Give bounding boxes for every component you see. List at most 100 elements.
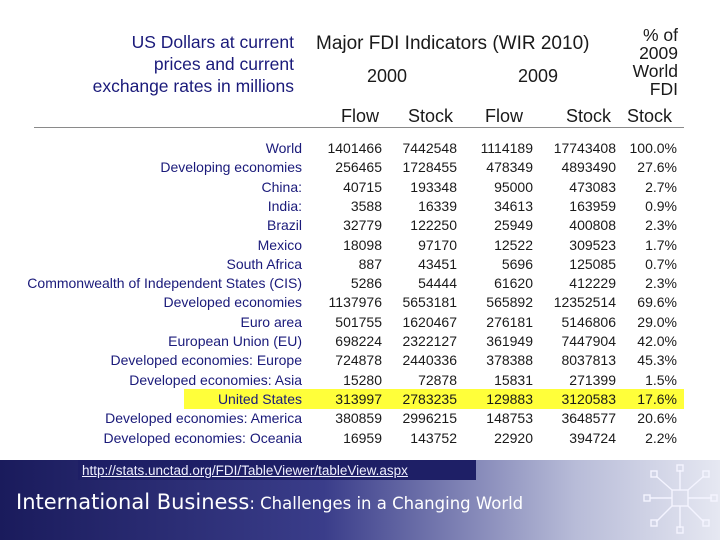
table-row: Developed economies: Oceania 16959 143752 2… [0,429,720,448]
cell-s2009: 3120583 [561,390,616,407]
row-label: Developed economies [163,294,302,311]
cell-s2000: 54444 [418,275,457,292]
cell-f2009: 95000 [494,178,533,195]
course-title-main: International Business [16,490,250,514]
cell-s2000: 7442548 [402,140,457,156]
cell-pct: 1.7% [645,236,677,253]
cell-f2000: 1401466 [327,140,382,156]
cell-pct: 27.6% [637,159,677,176]
cell-f2009: 61620 [494,275,533,292]
table-row: Developed economies: America 380859 299621… [0,409,720,428]
cell-pct: 20.6% [637,410,677,427]
table-row: Brazil 32779 122250 25949 400808 2.3% [0,216,720,235]
units-line: exchange rates in millions [92,76,294,96]
cell-f2009: 22920 [494,429,533,446]
table-row: Euro area 501755 1620467 276181 5146806 29.0% [0,313,720,332]
cell-s2000: 122250 [410,217,457,234]
cell-s2000: 143752 [410,429,457,446]
units-note: US Dollars at current prices and current… [0,31,294,97]
course-title: International Business: Challenges in a … [16,490,523,514]
cell-pct: 100.0% [629,140,677,156]
cell-pct: 0.7% [645,255,677,272]
url-background [78,460,476,480]
cell-s2009: 17743408 [553,140,616,156]
table-row: World 1401466 7442548 1114189 17743408 100.0% [0,139,720,158]
pct-header-line: FDI [649,79,678,99]
cell-pct: 0.9% [645,197,677,214]
row-label: Mexico [257,236,302,253]
cell-s2000: 5653181 [402,294,457,311]
cell-f2000: 887 [358,255,382,272]
stock-2009-header: Stock [566,106,612,126]
cell-f2009: 478349 [486,159,533,176]
cell-f2000: 724878 [335,352,382,369]
cell-f2009: 378388 [486,352,533,369]
row-label: Brazil [266,217,302,234]
cell-s2000: 43451 [418,255,457,272]
cell-f2009: 129883 [486,390,533,407]
units-line: US Dollars at current [131,32,294,52]
table-row: India: 3588 16339 34613 163959 0.9% [0,197,720,216]
cell-f2000: 32779 [343,217,382,234]
cell-pct: 42.0% [637,333,677,349]
cell-f2000: 256465 [335,159,382,176]
course-title-sub: : Challenges in a Changing World [249,494,524,513]
cell-s2009: 3648577 [561,410,616,427]
cell-s2009: 394724 [569,429,616,446]
cell-s2009: 309523 [569,236,616,253]
cell-pct: 69.6% [637,294,677,311]
cell-s2009: 271399 [569,371,616,388]
table-row: United States 313997 2783235 129883 3120583 1… [0,390,720,409]
table-row: Mexico 18098 97170 12522 309523 1.7% [0,236,720,255]
table-row: Developed economies 1137976 5653181 565892 1… [0,293,720,312]
cell-s2000: 193348 [410,178,457,195]
cell-s2009: 163959 [569,197,616,214]
source-link[interactable]: http://stats.unctad.org/FDI/TableViewer/… [82,463,408,478]
row-label: World [265,140,302,156]
cell-s2000: 72878 [418,371,457,388]
pct-header-line: World [632,61,678,81]
cell-f2000: 40715 [343,178,382,195]
cell-f2009: 25949 [494,217,533,234]
cell-pct: 2.7% [645,178,677,195]
cell-f2009: 361949 [486,333,533,349]
pct-header-line: 2009 [639,43,678,63]
cell-s2000: 1620467 [402,313,457,330]
cell-f2009: 565892 [486,294,533,311]
cell-s2000: 16339 [418,197,457,214]
cell-f2000: 698224 [335,333,382,349]
pct-world-header: % of 2009 World FDI [588,26,678,98]
cell-pct: 45.3% [637,352,677,369]
year-2009-header: 2009 [518,66,559,86]
network-logo-icon [643,464,718,534]
table-row: European Union (EU) 698224 2322127 361949 74… [0,332,720,351]
cell-f2009: 34613 [494,197,533,214]
cell-f2009: 12522 [494,236,533,253]
pct-header-line: % of [642,25,678,45]
table-row: Commonwealth of Independent States (CIS)… [0,274,720,293]
year-2000-header: 2000 [367,66,408,86]
cell-s2009: 4893490 [561,159,616,176]
row-label: Euro area [240,313,302,330]
row-label: Developed economies: Asia [129,371,302,388]
header-divider [34,127,684,128]
cell-s2000: 2783235 [402,390,457,407]
cell-f2000: 3588 [350,197,382,214]
cell-s2009: 7447904 [561,333,616,349]
cell-s2000: 2322127 [402,333,457,349]
cell-pct: 17.6% [637,390,677,407]
row-label: Developed economies: Europe [110,352,302,369]
table-title: Major FDI Indicators (WIR 2010) [316,33,590,54]
cell-pct: 29.0% [637,313,677,330]
cell-f2000: 1137976 [328,294,382,311]
cell-f2009: 148753 [486,410,533,427]
cell-s2009: 5146806 [561,313,616,330]
cell-s2000: 97170 [418,236,457,253]
stock-2000-header: Stock [408,106,454,126]
row-label: United States [217,390,302,407]
table-row: China: 40715 193348 95000 473083 2.7% [0,178,720,197]
row-label: China: [261,178,302,195]
cell-s2000: 2440336 [402,352,457,369]
cell-s2009: 12352514 [553,294,616,311]
row-label: South Africa [226,255,303,272]
